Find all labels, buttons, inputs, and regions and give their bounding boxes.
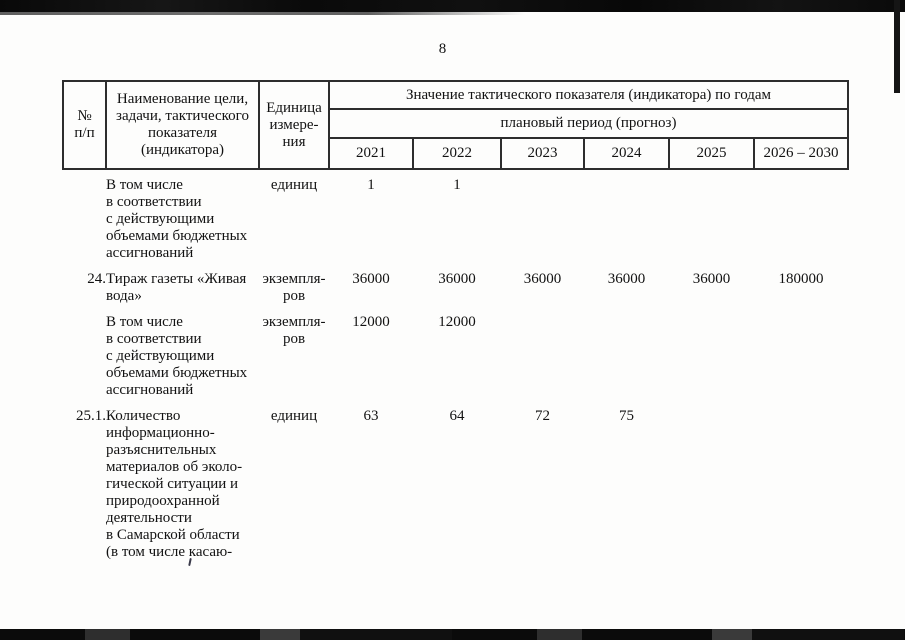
unit-cell: экземпля- ров: [262, 314, 326, 347]
col-header-year-2022: 2022: [412, 137, 502, 170]
col-header-values-title: Значение тактического показателя (индика…: [328, 80, 849, 110]
table-body: В том числе в соответствии с действующим…: [63, 169, 848, 570]
indicators-table: № п/п Наименование цели, задачи, тактиче…: [62, 80, 849, 570]
table-header: № п/п Наименование цели, задачи, тактиче…: [62, 80, 849, 170]
value-cell: 36000: [352, 271, 390, 287]
value-cell: [754, 314, 848, 408]
value-cell: [669, 314, 754, 408]
value-cell: 36000: [692, 271, 731, 287]
scan-artifact-top-bar: [0, 0, 905, 15]
value-cell: [754, 169, 848, 271]
unit-cell: единиц: [270, 408, 318, 424]
col-header-year-2026-2030: 2026 – 2030: [753, 137, 849, 170]
value-cell: [669, 169, 754, 271]
indicator-name-cell: В том числе в соответствии с действующим…: [106, 314, 248, 398]
page-number: 8: [438, 41, 447, 57]
header-row-1: № п/п Наименование цели, задачи, тактиче…: [62, 80, 849, 170]
col-header-year-2021: 2021: [328, 137, 414, 170]
value-cell: [754, 408, 848, 570]
value-cell: 63: [363, 408, 379, 424]
col-header-year-2024: 2024: [583, 137, 670, 170]
unit-cell: экземпля- ров: [262, 271, 326, 304]
value-cell: 12000: [352, 314, 390, 330]
indicator-name-cell: В том числе в соответствии с действующим…: [106, 177, 248, 261]
value-cell: 1: [453, 177, 461, 193]
value-cell: 72: [535, 408, 550, 424]
value-cell: 75: [619, 408, 634, 424]
header-row-2: плановый период (прогноз): [63, 108, 849, 139]
value-cell: [669, 408, 754, 570]
scan-artifact-bottom-bar: [0, 629, 905, 640]
row-number-cell: [63, 314, 106, 408]
col-header-period: плановый период (прогноз): [328, 108, 849, 139]
value-cell: 12000: [438, 314, 476, 330]
row-number-cell: 24.: [87, 271, 106, 287]
row-number-cell: [63, 169, 106, 271]
indicator-name-cell: Количество информационно- разъяснительны…: [106, 408, 243, 560]
row-number-cell: 25.1.: [76, 408, 106, 424]
scan-artifact-right-line: [894, 0, 900, 93]
header-row-years: 2021 2022 2023 2024 2025 2026 – 2030: [63, 137, 849, 170]
value-cell: 180000: [778, 271, 824, 287]
col-header-year-2023: 2023: [500, 137, 585, 170]
value-cell: 36000: [607, 271, 646, 287]
table-row: В том числе в соответствии с действующим…: [63, 169, 848, 271]
col-header-name: Наименование цели, задачи, тактического …: [105, 80, 260, 170]
table-row: 24. Тираж газеты «Живая вода» экземпля- ро…: [63, 271, 848, 314]
value-cell: [584, 314, 669, 408]
col-header-unit: Единица измере- ния: [258, 80, 330, 170]
unit-cell: единиц: [270, 177, 318, 193]
value-cell: [501, 314, 584, 408]
col-header-num: № п/п: [62, 80, 107, 170]
value-cell: 64: [449, 408, 465, 424]
indicator-name-cell: Тираж газеты «Живая вода»: [106, 271, 247, 304]
value-cell: 1: [367, 177, 375, 193]
value-cell: 36000: [438, 271, 476, 287]
col-header-year-2025: 2025: [668, 137, 755, 170]
value-cell: 36000: [523, 271, 562, 287]
value-cell: [584, 169, 669, 271]
table-row: В том числе в соответствии с действующим…: [63, 314, 848, 408]
table-row: 25.1. Количество информационно- разъяснит…: [63, 408, 848, 570]
value-cell: [501, 169, 584, 271]
